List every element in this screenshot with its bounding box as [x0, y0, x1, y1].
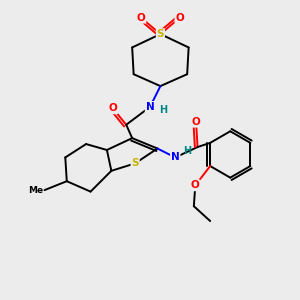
Text: O: O — [192, 117, 200, 127]
Text: O: O — [175, 13, 184, 23]
Text: O: O — [137, 13, 146, 23]
Text: S: S — [157, 29, 164, 39]
Text: Me: Me — [28, 186, 43, 195]
Text: H: H — [184, 146, 192, 157]
Text: H: H — [159, 105, 167, 115]
Text: N: N — [146, 102, 154, 112]
Text: O: O — [109, 103, 117, 113]
Text: S: S — [131, 158, 139, 168]
Text: N: N — [171, 152, 180, 162]
Text: O: O — [191, 180, 200, 190]
